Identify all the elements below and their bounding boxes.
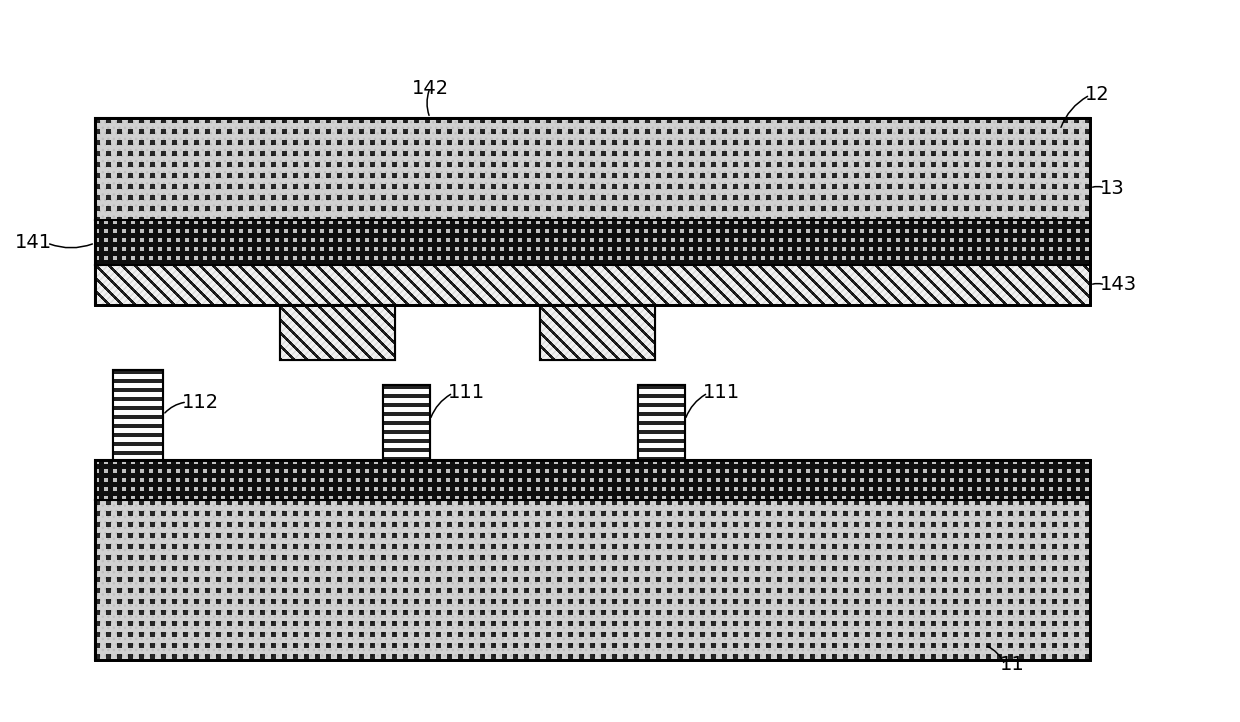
Bar: [639, 385, 684, 460]
Text: 141: 141: [15, 233, 52, 253]
Bar: [95, 118, 1090, 305]
Bar: [383, 385, 430, 460]
Bar: [280, 305, 396, 360]
Bar: [95, 220, 1090, 265]
Bar: [113, 370, 162, 460]
Text: 142: 142: [412, 79, 449, 97]
Bar: [539, 305, 655, 360]
Text: 111: 111: [703, 383, 740, 402]
Text: 13: 13: [1100, 178, 1125, 198]
Text: 11: 11: [999, 656, 1024, 674]
Bar: [95, 500, 1090, 660]
Bar: [95, 118, 1090, 305]
Text: 111: 111: [448, 383, 485, 402]
Text: 112: 112: [182, 393, 219, 412]
Bar: [539, 305, 655, 360]
Text: 12: 12: [1085, 85, 1110, 105]
Bar: [95, 460, 1090, 500]
Bar: [113, 370, 162, 460]
Bar: [95, 118, 1090, 220]
Bar: [95, 265, 1090, 305]
Bar: [383, 385, 430, 460]
Text: 143: 143: [1100, 276, 1137, 295]
Bar: [639, 385, 684, 460]
Bar: [95, 460, 1090, 660]
Bar: [280, 305, 396, 360]
Bar: [95, 460, 1090, 660]
